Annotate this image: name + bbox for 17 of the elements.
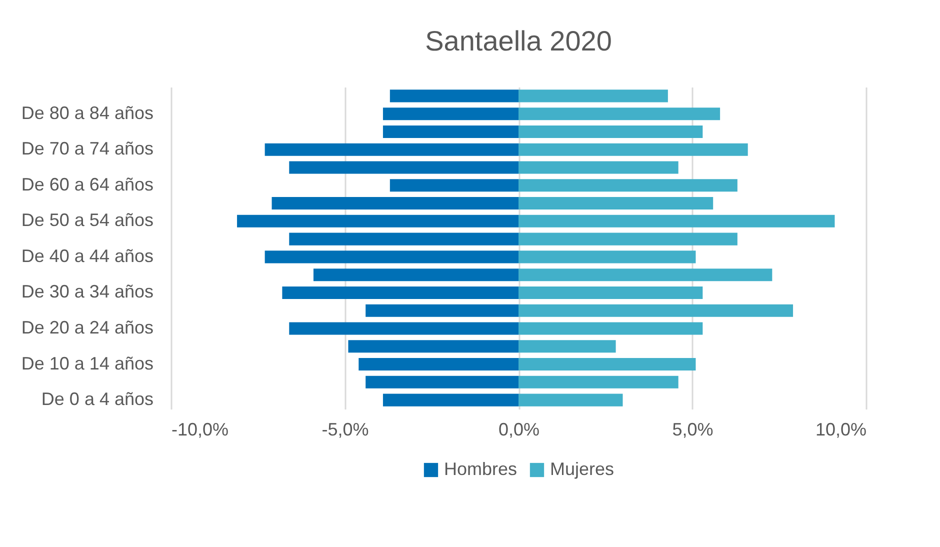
x-tick-label: 5,0%: [672, 420, 714, 440]
y-tick-label: De 0 a 4 años: [41, 389, 154, 410]
x-tick-label: -10,0%: [172, 420, 229, 440]
y-tick-label: De 60 a 64 años: [21, 174, 154, 194]
y-tick-label: De 10 a 14 años: [21, 353, 154, 374]
x-tick-label: 10,0%: [815, 420, 866, 440]
legend-label: Hombres: [444, 459, 518, 479]
y-tick-label: De 80 a 84 años: [21, 102, 154, 123]
y-tick-label: De 50 a 54 años: [21, 210, 154, 230]
y-tick-label: De 40 a 44 años: [21, 246, 154, 266]
legend-label: Mujeres: [550, 459, 614, 479]
chart-title: Santaella 2020: [425, 25, 612, 56]
x-tick-label: -5,0%: [322, 420, 369, 440]
x-tick-label: 0,0%: [498, 420, 540, 440]
y-tick-label: De 70 a 74 años: [21, 138, 154, 159]
y-tick-label: De 30 a 34 años: [21, 282, 154, 302]
y-tick-label: De 20 a 24 años: [21, 318, 154, 338]
